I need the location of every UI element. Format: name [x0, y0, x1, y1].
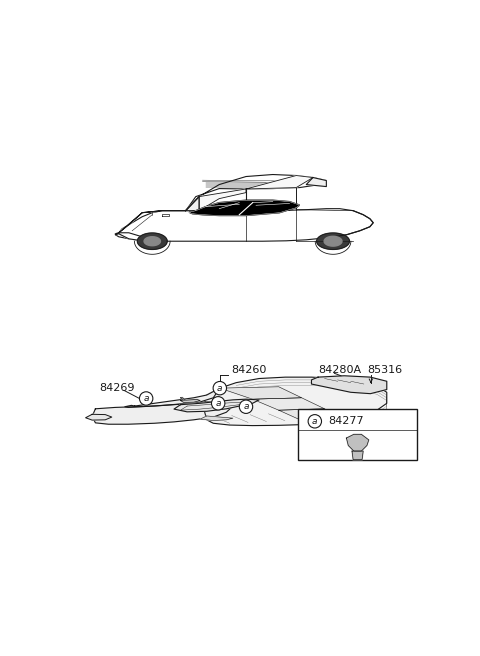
Circle shape — [140, 392, 153, 405]
Circle shape — [213, 381, 227, 395]
Circle shape — [308, 415, 322, 428]
Text: 84269: 84269 — [100, 383, 135, 393]
Polygon shape — [144, 237, 160, 246]
Polygon shape — [220, 387, 301, 399]
Polygon shape — [180, 398, 185, 400]
Polygon shape — [317, 233, 349, 249]
Polygon shape — [180, 400, 200, 403]
Text: 84277: 84277 — [328, 415, 363, 426]
Polygon shape — [279, 409, 344, 420]
Text: 85316: 85316 — [367, 365, 402, 375]
Polygon shape — [204, 377, 387, 426]
Text: a: a — [144, 394, 149, 403]
Polygon shape — [352, 451, 363, 460]
Text: a: a — [312, 417, 318, 426]
Polygon shape — [252, 398, 324, 410]
Polygon shape — [306, 178, 326, 186]
Text: 84260: 84260 — [231, 365, 267, 375]
Text: a: a — [243, 402, 249, 411]
Polygon shape — [246, 176, 313, 189]
Polygon shape — [85, 415, 112, 420]
Polygon shape — [347, 434, 369, 451]
Polygon shape — [186, 174, 326, 211]
FancyBboxPatch shape — [298, 409, 417, 460]
Polygon shape — [115, 209, 373, 241]
Text: a: a — [217, 384, 223, 393]
Polygon shape — [92, 401, 233, 424]
Polygon shape — [174, 399, 259, 412]
Polygon shape — [119, 197, 199, 233]
Polygon shape — [189, 200, 300, 216]
Polygon shape — [200, 416, 233, 420]
Polygon shape — [186, 197, 199, 211]
Circle shape — [240, 400, 252, 413]
Polygon shape — [324, 236, 342, 246]
Polygon shape — [137, 233, 167, 249]
Polygon shape — [162, 214, 169, 216]
Polygon shape — [125, 388, 220, 407]
Text: 84280A: 84280A — [318, 365, 361, 375]
Circle shape — [212, 397, 225, 410]
Polygon shape — [312, 376, 387, 394]
Polygon shape — [115, 233, 142, 241]
Polygon shape — [199, 189, 246, 211]
Text: a: a — [216, 399, 221, 408]
